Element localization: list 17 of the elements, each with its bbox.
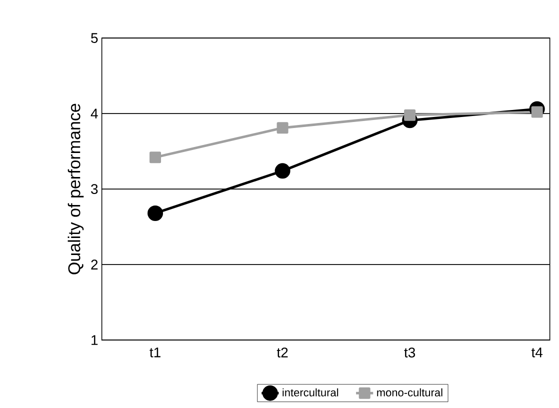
y-axis-title: Quality of performance (68, 104, 84, 274)
y-tick-label: 3 (91, 184, 98, 194)
point (274, 163, 290, 179)
y-tick-label: 2 (91, 260, 98, 270)
x-tick-label: t4 (531, 348, 543, 358)
legend-label: intercultural (282, 388, 338, 396)
point (404, 109, 416, 121)
x-tick-label: t2 (276, 348, 288, 358)
y-tick-label: 5 (91, 33, 98, 43)
legend-label: mono-cultural (377, 388, 442, 396)
y-tick-label: 4 (90, 108, 98, 118)
point (276, 122, 288, 134)
y-tick-label: 1 (92, 335, 98, 345)
x-tick-label: t1 (150, 348, 160, 358)
x-tick-label: t3 (404, 348, 416, 358)
point (148, 205, 164, 221)
point (150, 152, 162, 164)
